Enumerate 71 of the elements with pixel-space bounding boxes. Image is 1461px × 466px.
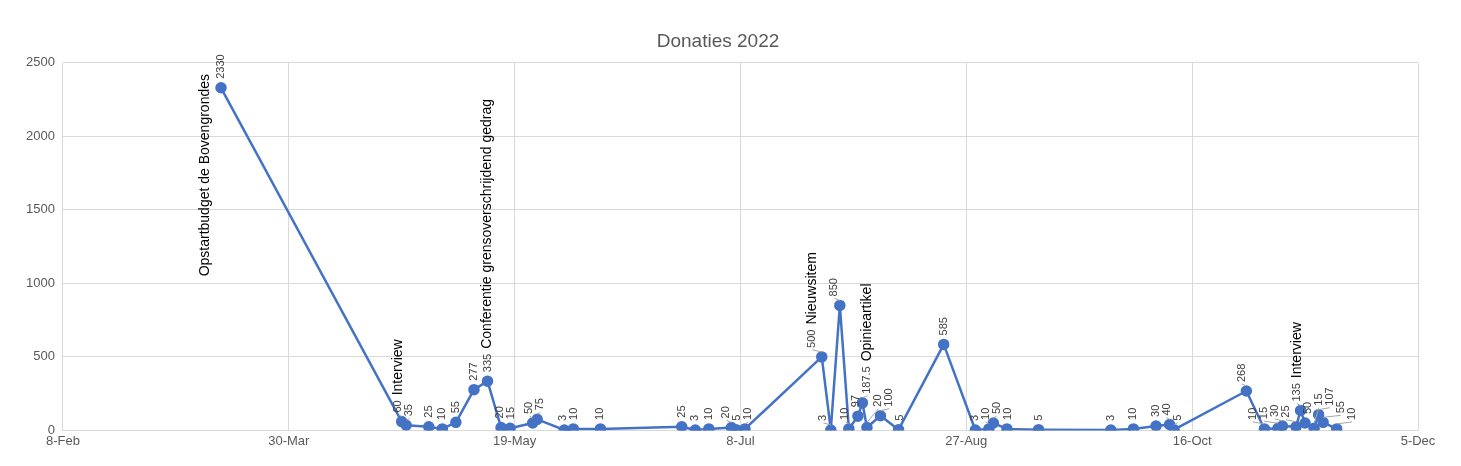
annotation: Conferentie grensoverschrijdend gedrag xyxy=(478,98,495,349)
data-label: 10 xyxy=(1126,407,1139,420)
data-label: 3 xyxy=(688,414,701,421)
data-label: 10 xyxy=(838,407,851,420)
data-label: 3 xyxy=(967,414,980,421)
data-label: 50 xyxy=(522,401,535,415)
data-label: 850 xyxy=(827,278,840,297)
data-label: 10 xyxy=(1245,407,1258,420)
data-label: 50 xyxy=(1300,401,1313,415)
data-label: 5 xyxy=(730,414,743,421)
data-label: 25 xyxy=(1278,405,1291,418)
data-label: 5 xyxy=(1031,414,1044,421)
data-label: 100 xyxy=(882,388,895,407)
data-label: 10 xyxy=(593,407,606,420)
data-label: 97 xyxy=(849,394,862,408)
data-label: 55 xyxy=(448,401,461,414)
y-tick-label: 2000 xyxy=(26,127,55,143)
x-tick-label: 30-Mar xyxy=(268,432,311,448)
data-label: 10 xyxy=(978,407,991,420)
data-label: 20 xyxy=(493,406,506,419)
data-label: 10 xyxy=(435,407,448,420)
data-label: 60 xyxy=(391,400,404,413)
data-label: 135 xyxy=(1289,383,1302,402)
annotation: Opstartbudget de Bovengrondes xyxy=(195,73,212,277)
y-tick-label: 1500 xyxy=(26,201,55,217)
data-label: 30 xyxy=(1148,404,1161,417)
data-label: 20 xyxy=(871,394,884,407)
x-tick-label: 16-Oct xyxy=(1172,432,1213,448)
data-label: 277 xyxy=(466,362,479,381)
data-label: 107 xyxy=(1322,387,1335,406)
data-label: 3 xyxy=(816,414,829,421)
data-label: 187.5 xyxy=(860,366,873,394)
data-label: 10 xyxy=(701,407,714,420)
y-tick-label: 1000 xyxy=(26,274,55,290)
data-label: 15 xyxy=(1311,393,1324,406)
data-label: 10 xyxy=(1000,407,1013,420)
annotation: Interview xyxy=(389,338,406,396)
y-tick-label: 500 xyxy=(33,348,55,364)
data-label: 10 xyxy=(1344,407,1357,420)
data-label: 3 xyxy=(1103,414,1116,421)
y-tick-label: 0 xyxy=(47,421,55,437)
data-label: 25 xyxy=(674,405,687,418)
data-label: 5 xyxy=(1170,414,1183,421)
data-label: 500 xyxy=(805,329,818,348)
data-label: 30 xyxy=(1267,404,1280,417)
x-tick-label: 5-Dec xyxy=(1400,432,1436,448)
data-label: 20 xyxy=(719,406,732,419)
data-label: 75 xyxy=(533,398,546,411)
x-tick-label: 27-Aug xyxy=(945,432,988,448)
data-label: 2330 xyxy=(214,54,227,79)
data-label: 10 xyxy=(567,407,580,420)
data-label: 5 xyxy=(893,414,906,421)
data-label: 40 xyxy=(1159,403,1172,416)
data-label: 10 xyxy=(741,407,754,420)
x-tick-label: 19-May xyxy=(492,432,537,448)
data-label: 585 xyxy=(936,317,949,336)
annotation: Opinieartikel xyxy=(858,283,875,362)
data-label: 268 xyxy=(1234,363,1247,382)
data-label: 55 xyxy=(1333,401,1346,414)
annotation: Nieuwsitem xyxy=(803,252,820,325)
x-tick-label: 8-Jul xyxy=(726,432,755,448)
data-label: 15 xyxy=(1256,406,1269,420)
data-label: 15 xyxy=(504,406,517,420)
data-label: 335 xyxy=(480,353,493,373)
data-label: 3 xyxy=(556,414,569,421)
data-label: 25 xyxy=(421,405,434,418)
data-label: 50 xyxy=(989,401,1002,415)
data-label: 35 xyxy=(402,404,415,417)
chart-title: Donaties 2022 xyxy=(656,29,780,51)
y-tick-label: 2500 xyxy=(26,54,55,70)
annotation: Interview xyxy=(1287,321,1304,379)
